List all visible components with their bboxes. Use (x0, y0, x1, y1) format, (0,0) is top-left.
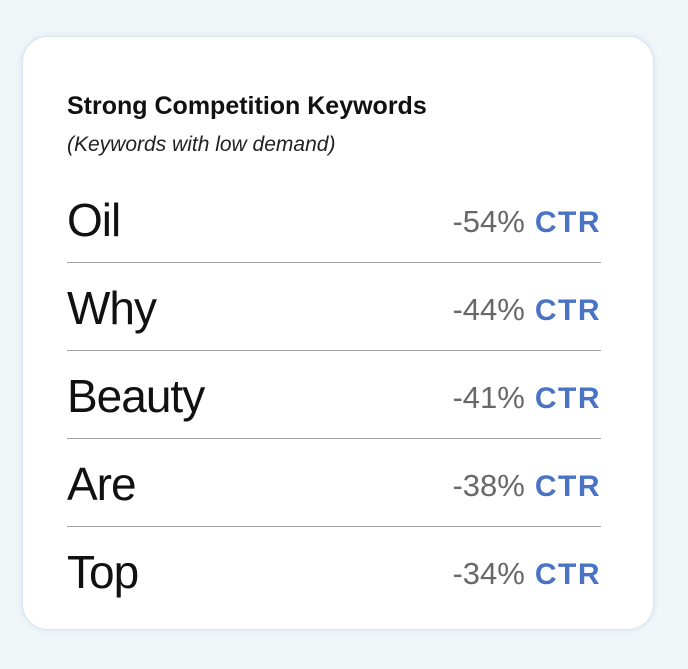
ctr-unit: CTR (534, 470, 601, 503)
keyword-label: Oil (67, 194, 121, 246)
card-title: Strong Competition Keywords (67, 92, 427, 120)
keyword-metric: -38% CTR (452, 469, 601, 509)
keyword-row: Top -34% CTR (67, 527, 601, 615)
keyword-label: Are (67, 458, 137, 510)
ctr-value: -34% (452, 556, 525, 591)
ctr-unit: CTR (534, 382, 601, 415)
keyword-metric: -34% CTR (452, 557, 601, 597)
ctr-value: -54% (452, 204, 525, 239)
keyword-label: Why (67, 282, 157, 334)
ctr-value: -41% (452, 380, 525, 415)
ctr-value: -38% (452, 468, 525, 503)
keyword-metric: -41% CTR (452, 381, 601, 421)
ctr-unit: CTR (534, 294, 601, 327)
keyword-metric: -44% CTR (452, 293, 601, 333)
ctr-unit: CTR (534, 206, 601, 239)
ctr-unit: CTR (534, 558, 601, 591)
keyword-list: Oil -54% CTR Why -44% CTR Beauty -41% CTR A… (67, 175, 601, 615)
ctr-value: -44% (452, 292, 525, 327)
card-subtitle: (Keywords with low demand) (67, 133, 336, 156)
keyword-row: Why -44% CTR (67, 263, 601, 351)
keyword-row: Beauty -41% CTR (67, 351, 601, 439)
keyword-row: Are -38% CTR (67, 439, 601, 527)
keyword-label: Top (67, 546, 139, 598)
keyword-label: Beauty (67, 370, 205, 422)
keywords-card: Strong Competition Keywords (Keywords wi… (22, 36, 654, 630)
keyword-row: Oil -54% CTR (67, 175, 601, 263)
keyword-metric: -54% CTR (452, 205, 601, 245)
